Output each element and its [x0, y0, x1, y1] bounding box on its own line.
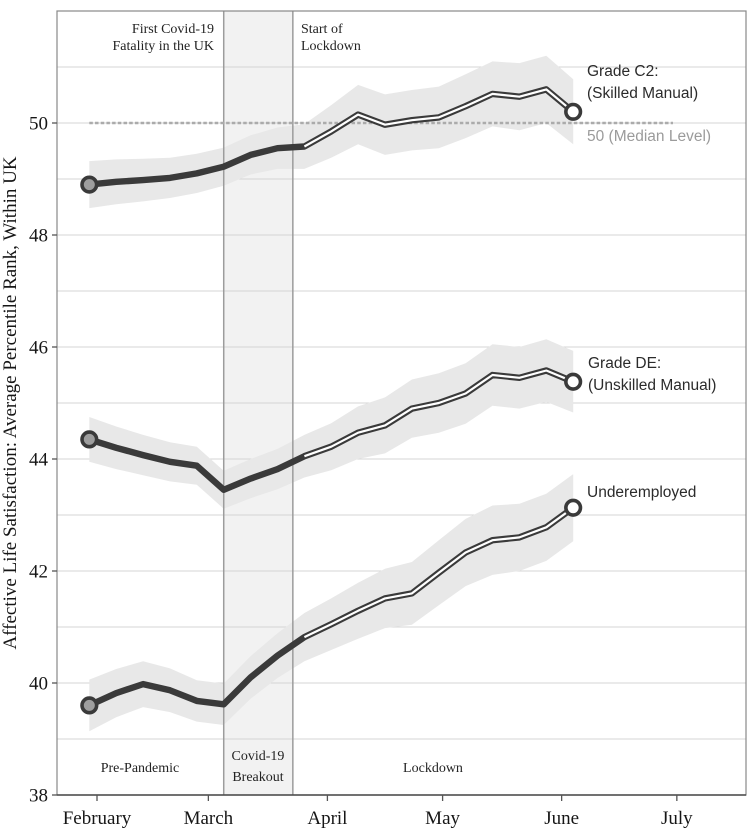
y-tick-label-38: 38 — [29, 786, 48, 807]
x-tick-label-July: July — [661, 808, 693, 829]
period-label-lockdown: Lockdown — [403, 761, 463, 776]
period-label-pre-pandemic: Pre-Pandemic — [101, 761, 180, 776]
series-line-core-1 — [304, 369, 574, 458]
x-tick-label-May: May — [425, 808, 460, 829]
end-marker-0 — [564, 102, 583, 121]
confidence-band-2 — [89, 474, 574, 732]
y-tick-label-40: 40 — [29, 674, 48, 695]
end-marker-2 — [564, 498, 583, 517]
series-line-core-0 — [303, 88, 574, 148]
x-tick-label-April: April — [307, 808, 347, 829]
annotation-start-lockdown-line1: Start of — [301, 22, 343, 37]
series-label-grade-de-line2: (Unskilled Manual) — [588, 377, 716, 394]
series-line-core-2 — [303, 506, 574, 639]
series-label-underemployed: Underemployed — [587, 484, 696, 501]
series-label-grade-c2-line1: Grade C2: — [587, 63, 659, 80]
start-marker-1 — [80, 430, 99, 449]
annotation-start-lockdown-line2: Lockdown — [301, 39, 361, 54]
confidence-band-1 — [89, 339, 574, 509]
x-tick-label-June: June — [544, 808, 579, 829]
x-tick-label-March: March — [184, 808, 234, 829]
y-tick-label-42: 42 — [29, 562, 48, 583]
x-tick-label-February: February — [63, 808, 132, 829]
y-axis-title: Affective Life Satisfaction: Average Per… — [0, 156, 21, 649]
series-label-grade-de-line1: Grade DE: — [588, 355, 661, 372]
y-tick-label-44: 44 — [29, 450, 49, 471]
annotation-first-fatality-line2: Fatality in the UK — [113, 39, 215, 54]
start-marker-2 — [80, 696, 99, 715]
period-label-breakout-line1: Covid-19 — [232, 749, 285, 764]
period-label-breakout-line2: Breakout — [232, 770, 283, 785]
annotation-first-fatality-line1: First Covid-19 — [132, 22, 214, 37]
y-tick-label-50: 50 — [29, 114, 48, 135]
chart-layer: 38 40 42 44 46 48 50 February March April May June J… — [29, 10, 747, 829]
median-level-label: 50 (Median Level) — [587, 128, 711, 145]
end-marker-1 — [564, 372, 583, 391]
y-tick-label-48: 48 — [29, 226, 48, 247]
series-label-grade-c2-line2: (Skilled Manual) — [587, 85, 698, 102]
y-tick-label-46: 46 — [29, 338, 48, 359]
start-marker-0 — [80, 175, 99, 194]
